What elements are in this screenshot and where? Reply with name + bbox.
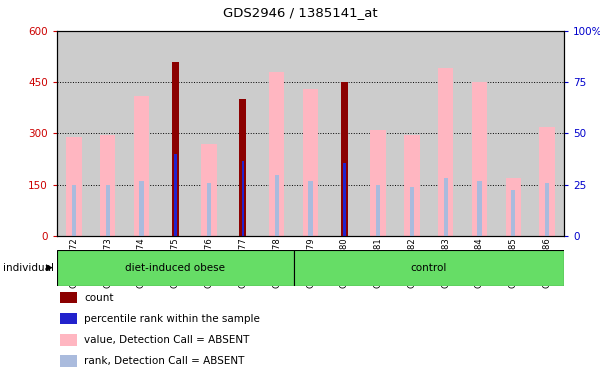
Bar [100,135,115,236]
Text: rank, Detection Call = ABSENT: rank, Detection Call = ABSENT [84,356,244,366]
Bar [202,144,217,236]
Bar [239,99,247,236]
Bar [341,82,348,236]
Text: GDS2946 / 1385141_at: GDS2946 / 1385141_at [223,6,377,19]
Bar [134,96,149,236]
Text: ▶: ▶ [46,263,52,272]
Bar [410,187,414,236]
Bar [404,135,419,236]
Bar [429,31,463,236]
Bar [472,82,487,236]
Bar [57,31,91,236]
Bar [173,185,178,236]
Bar [242,161,244,236]
Text: diet-induced obese: diet-induced obese [125,263,226,273]
Bar [106,185,110,236]
Bar [370,130,386,236]
Bar [443,178,448,236]
Bar [192,31,226,236]
Text: percentile rank within the sample: percentile rank within the sample [84,314,260,324]
Bar [395,31,429,236]
Bar [260,31,293,236]
Bar [545,183,549,236]
Bar [91,31,125,236]
Bar [269,72,284,236]
Bar [506,178,521,236]
Bar [308,181,313,236]
Bar [57,250,293,286]
Bar [172,61,179,236]
Text: count: count [84,293,113,303]
Bar [478,181,482,236]
Bar [72,185,76,236]
Bar [226,31,260,236]
Text: individual: individual [3,263,54,273]
Text: control: control [410,263,447,273]
Bar [158,31,192,236]
Bar [125,31,158,236]
Bar [342,181,346,236]
Bar [463,31,496,236]
Bar [275,174,279,236]
Bar [539,127,555,236]
Bar [293,31,328,236]
Bar [207,183,211,236]
Bar [376,185,380,236]
Bar [328,31,361,236]
Bar [361,31,395,236]
Text: value, Detection Call = ABSENT: value, Detection Call = ABSENT [84,335,250,345]
Bar [496,31,530,236]
Bar [293,250,564,286]
Bar [139,181,143,236]
Bar [343,162,346,236]
Bar [438,68,454,236]
Bar [241,178,245,236]
Bar [511,190,515,236]
Bar [174,154,176,236]
Bar [530,31,564,236]
Bar [303,89,318,236]
Bar [66,137,82,236]
